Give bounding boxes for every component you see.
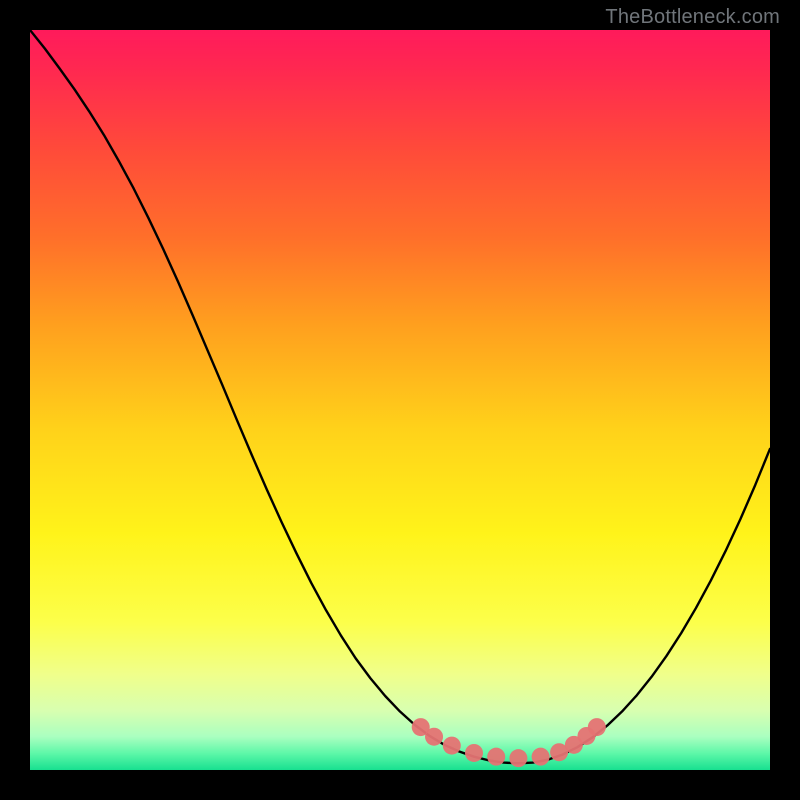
highlight-marker — [443, 737, 461, 755]
highlight-marker — [425, 728, 443, 746]
watermark-text: TheBottleneck.com — [605, 6, 780, 29]
highlight-marker — [465, 744, 483, 762]
gradient-bg — [30, 30, 770, 770]
highlight-marker — [487, 748, 505, 766]
chart-frame: TheBottleneck.com — [0, 0, 800, 800]
highlight-marker — [509, 749, 527, 767]
chart-svg — [30, 30, 770, 770]
plot-area — [30, 30, 770, 770]
highlight-marker — [588, 718, 606, 736]
highlight-marker — [532, 748, 550, 766]
